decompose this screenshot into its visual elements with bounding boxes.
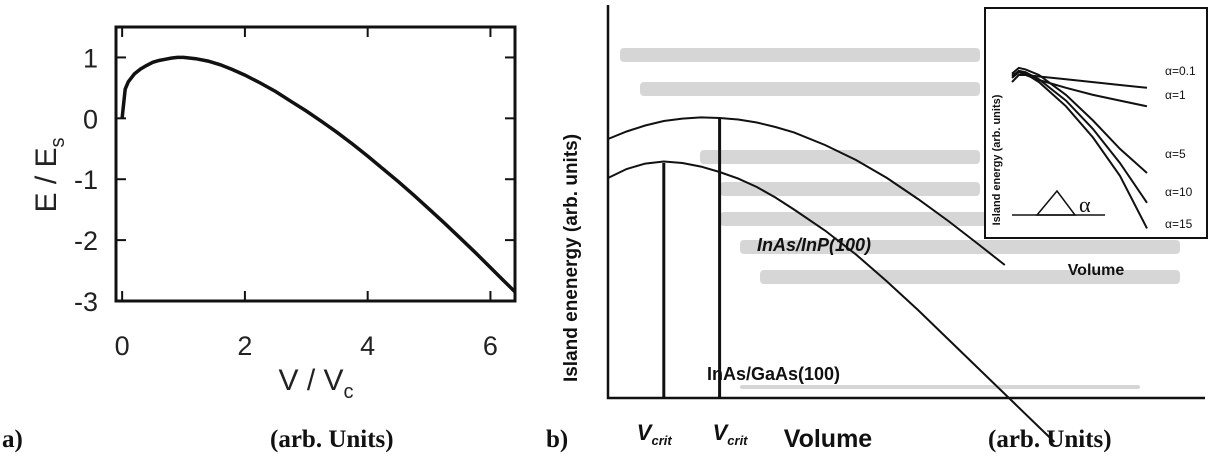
- chart-a: 1 0 -1 -2 -3 0 2 4 6 E / Es V / Vc: [30, 25, 517, 403]
- caption-b-letter: b): [546, 426, 569, 453]
- chart-a-x-label: V / Vc: [278, 364, 353, 403]
- inset-curve: [1011, 69, 1148, 204]
- chart-b-axes: [606, 5, 1205, 400]
- chart-b-gaas-curve: [607, 160, 1056, 443]
- inset-series-label: α=1: [1165, 88, 1186, 102]
- chart-a-x-tick-label: 2: [237, 331, 252, 361]
- caption-a-units: (arb. Units): [270, 426, 394, 453]
- chart-a-y-tick-label: -3: [74, 287, 98, 317]
- inset-series-label: α=10: [1165, 185, 1193, 199]
- chart-a-x-tick-label: 4: [360, 331, 375, 361]
- chart-a-energy-curve: [120, 55, 517, 294]
- chart-a-y-label: E / Es: [30, 137, 69, 212]
- inset-series-label: α=0.1: [1165, 64, 1196, 78]
- caption-b-units: (arb. Units): [988, 426, 1112, 453]
- chart-b-inset: α=0.1 α=1 α=5 α=10 α=15 α Island energy (arb…: [984, 7, 1208, 279]
- chart-a-y-tick-label: -1: [74, 165, 98, 195]
- chart-b-inp-curve: [607, 116, 1006, 266]
- chart-a-x-ticks: 0 2 4 6: [115, 27, 498, 361]
- chart-a-y-tick-label: 1: [83, 43, 98, 73]
- chart-a-frame: [114, 25, 517, 303]
- inset-series-label: α=15: [1165, 217, 1193, 231]
- chart-b-y-label: Island enenergy (arb. units): [561, 134, 582, 382]
- inset-curve: [1011, 74, 1148, 89]
- inset-y-label: Island energy (arb. units): [991, 94, 1003, 225]
- inset-curve: [1011, 71, 1148, 229]
- inset-curve: [1011, 66, 1148, 174]
- chart-b-vline-label: Vcrit: [637, 420, 673, 448]
- chart-a-x-tick-label: 6: [483, 331, 498, 361]
- chart-a-y-ticks: 1 0 -1 -2 -3: [74, 43, 515, 317]
- chart-b-critical-volume-labels: Vcrit Vcrit: [637, 420, 748, 448]
- chart-b-gaas-label: InAs/GaAs(100): [707, 364, 840, 384]
- inset-legend-labels: α=0.1 α=1 α=5 α=10 α=15: [1165, 64, 1196, 231]
- chart-a-x-tick-label: 0: [115, 331, 130, 361]
- inset-series-label: α=5: [1165, 147, 1186, 161]
- chart-b: InAs/InP(100) InAs/GaAs(100) Island enen…: [561, 5, 1208, 453]
- chart-a-y-tick-label: -2: [74, 226, 98, 256]
- chart-b-inp-label: InAs/InP(100): [757, 235, 871, 255]
- caption-a-letter: a): [2, 426, 23, 453]
- chart-b-x-label: Volume: [784, 425, 873, 453]
- chart-a-y-tick-label: 0: [83, 104, 98, 134]
- inset-x-label: Volume: [1068, 262, 1125, 279]
- chart-b-vline-label: Vcrit: [713, 420, 749, 448]
- inset-alpha-label: α: [1079, 192, 1091, 217]
- inset-curves: [1011, 66, 1148, 229]
- chart-b-critical-volume-lines: [662, 118, 722, 398]
